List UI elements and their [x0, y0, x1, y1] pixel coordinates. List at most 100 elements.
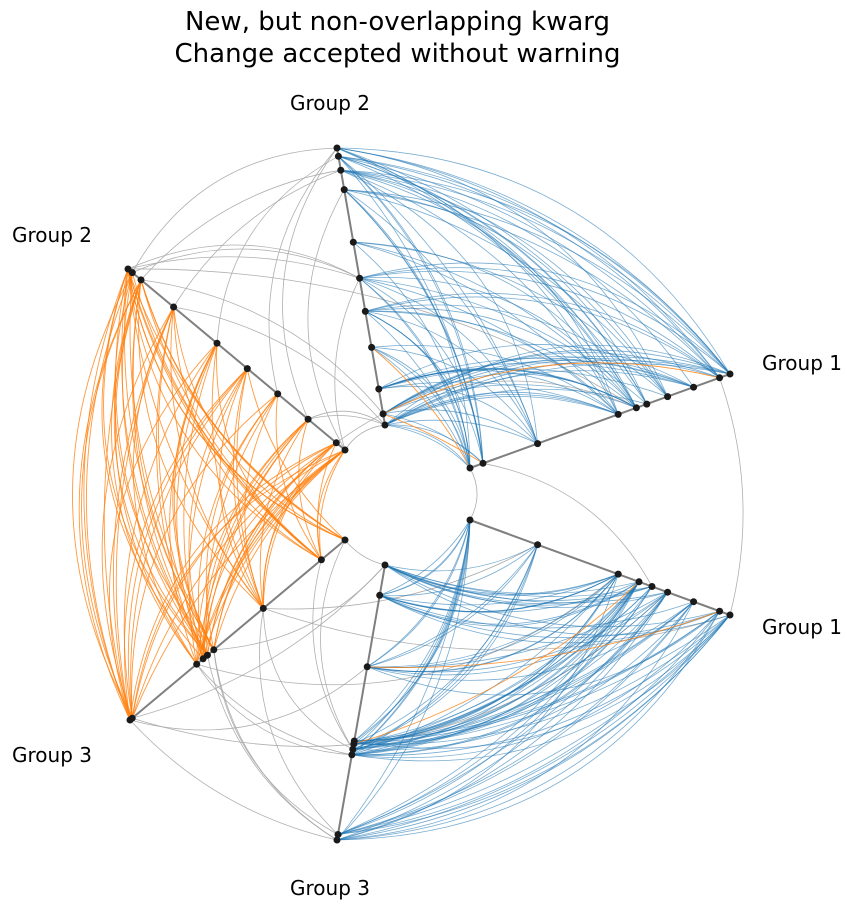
edge-curve — [336, 519, 471, 841]
edge-curve — [344, 189, 668, 397]
edge-curve — [173, 306, 346, 541]
edge-curve — [384, 363, 731, 426]
edge-curve — [188, 368, 248, 665]
edge-curve — [353, 614, 731, 745]
edge-curve — [367, 591, 668, 676]
edge-curve — [138, 279, 264, 609]
edge-curve — [384, 358, 720, 426]
edge-curve — [196, 663, 352, 756]
edge-curve — [354, 519, 471, 742]
edge-curve — [340, 169, 668, 397]
edge-curve — [140, 169, 341, 281]
edge-curve — [337, 601, 694, 835]
axis-label-a-group1: Group 1 — [762, 351, 842, 375]
edge-curve — [140, 279, 322, 561]
node-marker — [375, 385, 383, 393]
edge-curve — [353, 241, 637, 409]
edge-curve — [344, 189, 731, 375]
edge-curve — [378, 386, 538, 444]
edge-curve — [337, 581, 640, 835]
edge-curve — [205, 393, 279, 650]
edge-curve — [384, 564, 653, 602]
chart-title-line-2: Change accepted without warning — [174, 39, 621, 69]
edge-curve — [365, 308, 637, 409]
node-marker — [635, 578, 643, 586]
edge-curve — [344, 189, 648, 405]
edge-curve — [213, 649, 339, 835]
edge-curve — [371, 345, 619, 415]
edge-curve — [359, 277, 619, 415]
node-marker — [137, 276, 145, 284]
edge-curve — [127, 268, 637, 409]
edge-curve — [158, 306, 208, 656]
edge-curve — [351, 591, 668, 756]
edge-curve — [169, 342, 218, 665]
edge-curve — [352, 544, 538, 750]
edge-curve — [114, 272, 215, 651]
edge-curve — [207, 655, 338, 841]
axis-line-b3 — [129, 539, 346, 721]
edge-curve — [378, 344, 694, 390]
node-marker — [716, 374, 724, 382]
node-marker — [349, 238, 357, 246]
edge-curve — [384, 424, 484, 464]
node-marker — [341, 446, 349, 454]
edge-curve — [317, 442, 337, 560]
node-group — [124, 144, 734, 844]
edge-curve — [129, 719, 338, 841]
edge-curve — [367, 610, 720, 669]
edge-curve — [338, 155, 538, 444]
node-marker — [690, 383, 698, 391]
edge-curve — [259, 418, 309, 609]
node-marker — [368, 343, 376, 351]
node-marker — [726, 611, 734, 619]
edge-curve — [359, 267, 731, 375]
edge-curve — [336, 147, 731, 375]
edge-curve — [123, 342, 218, 719]
node-marker — [332, 439, 340, 447]
edge-curve — [85, 272, 133, 721]
node-marker — [340, 186, 348, 194]
edge-curve — [130, 368, 248, 719]
edge-curve — [352, 581, 640, 750]
edge-curve — [384, 564, 668, 608]
node-marker — [614, 410, 622, 418]
edge-curve — [384, 395, 619, 426]
axis-label-c-group1: Group 1 — [762, 615, 842, 639]
node-marker — [363, 663, 371, 671]
edge-curve — [337, 610, 720, 835]
edge-curve — [213, 564, 386, 651]
node-marker — [466, 516, 474, 524]
edge-curve — [127, 256, 360, 279]
edge-curve — [308, 415, 386, 426]
edge-curve — [202, 418, 309, 659]
edge-curve — [378, 357, 694, 390]
node-marker — [349, 745, 357, 753]
edge-curve — [202, 449, 346, 659]
edge-curve — [351, 614, 731, 756]
edge-curve — [382, 356, 731, 415]
edge-curve — [340, 169, 619, 415]
edge-curve — [344, 424, 386, 451]
edge-curve — [115, 268, 208, 656]
edge-curve — [379, 544, 538, 597]
node-marker — [334, 831, 342, 838]
edge-curve — [170, 306, 264, 609]
edge-curve — [336, 573, 619, 841]
edge-curve — [121, 272, 208, 656]
edge-curve — [336, 147, 720, 379]
edge-curve — [351, 610, 720, 759]
edge-curve — [367, 573, 619, 673]
edge-curve — [262, 442, 337, 609]
edge-curve — [353, 581, 640, 745]
axis-label-a-group2: Group 2 — [290, 91, 370, 115]
node-marker — [361, 307, 369, 315]
edge-curve — [367, 610, 720, 696]
edge-curve — [354, 610, 720, 742]
node-marker — [334, 152, 342, 160]
edge-curve — [334, 278, 360, 451]
edge-curve — [353, 241, 619, 415]
edge-curve — [384, 564, 653, 606]
node-marker — [664, 393, 672, 401]
edge-curve — [366, 519, 471, 668]
